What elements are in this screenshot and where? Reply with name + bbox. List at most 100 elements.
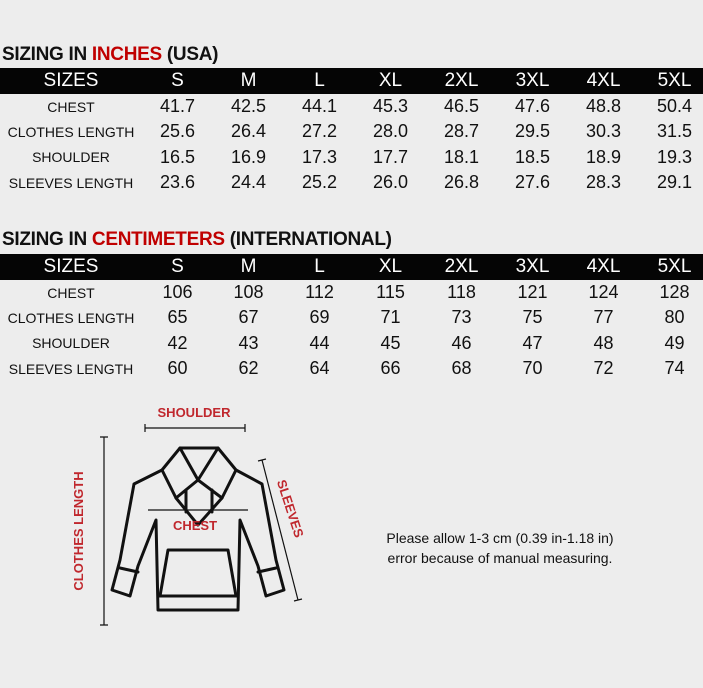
table-cell: 28.7: [443, 121, 480, 142]
title-suffix: (INTERNATIONAL): [224, 229, 392, 250]
size-header: S: [171, 256, 184, 277]
table-cell: 48.8: [585, 96, 622, 117]
table-cell: 67: [238, 307, 259, 328]
row-label: SHOULDER: [32, 149, 110, 166]
size-header: 4XL: [586, 256, 621, 277]
table-cell: 41.7: [159, 96, 196, 117]
table-cell: 42.5: [230, 96, 267, 117]
row-label: CHEST: [47, 284, 95, 301]
table-cell: 108: [233, 282, 264, 303]
table-row: CHEST 41.7 42.5 44.1 45.3 46.5 47.6 48.8 50.4: [0, 94, 703, 119]
table-header-row: SIZES S M L XL 2XL 3XL 4XL 5XL: [0, 68, 703, 94]
table-cell: 47: [522, 332, 543, 353]
title-highlight: INCHES: [91, 44, 162, 65]
table-cell: 70: [522, 358, 543, 379]
cm-title: SIZING IN CENTIMETERS (INTERNATIONAL): [2, 229, 392, 251]
table-cell: 27.6: [514, 172, 551, 193]
size-header: 2XL: [444, 256, 479, 277]
size-header: XL: [378, 70, 403, 91]
table-cell: 45.3: [372, 96, 409, 117]
sizes-header: SIZES: [43, 70, 99, 91]
table-cell: 42: [167, 332, 188, 353]
table-cell: 43: [238, 332, 259, 353]
table-cell: 17.7: [372, 146, 409, 167]
title-highlight: CENTIMETERS: [91, 229, 225, 250]
table-cell: 17.3: [301, 146, 338, 167]
chest-label: CHEST: [173, 518, 217, 533]
table-cell: 26.4: [230, 121, 267, 142]
size-header: 2XL: [444, 70, 479, 91]
table-row: SHOULDER 42 43 44 45 46 47 48 49: [0, 331, 703, 356]
table-cell: 44: [309, 332, 330, 353]
row-label: CLOTHES LENGTH: [7, 309, 135, 326]
table-cell: 46: [451, 332, 472, 353]
table-cell: 80: [664, 307, 685, 328]
inches-table: SIZES S M L XL 2XL 3XL 4XL 5XL CHEST 41.7 42.5 44.1 4…: [0, 68, 703, 195]
table-cell: 46.5: [443, 96, 480, 117]
sleeves-label: SLEEVES: [274, 478, 307, 540]
title-prefix: SIZING IN: [2, 229, 92, 250]
size-header: 5XL: [657, 70, 692, 91]
table-cell: 50.4: [656, 96, 693, 117]
table-cell: 128: [659, 282, 690, 303]
table-cell: 77: [593, 307, 614, 328]
table-cell: 29.5: [514, 121, 551, 142]
table-cell: 47.6: [514, 96, 551, 117]
table-cell: 49: [664, 332, 685, 353]
size-header: XL: [378, 256, 403, 277]
table-cell: 44.1: [301, 96, 338, 117]
table-cell: 19.3: [656, 146, 693, 167]
table-cell: 28.3: [585, 172, 622, 193]
table-cell: 45: [380, 332, 401, 353]
table-cell: 68: [451, 358, 472, 379]
table-cell: 26.8: [443, 172, 480, 193]
table-cell: 121: [517, 282, 548, 303]
table-header-row: SIZES S M L XL 2XL 3XL 4XL 5XL: [0, 254, 703, 280]
note-line-2: error because of manual measuring.: [387, 550, 613, 566]
size-header: 3XL: [515, 256, 550, 277]
title-prefix: SIZING IN: [2, 44, 92, 65]
table-row: SHOULDER 16.5 16.9 17.3 17.7 18.1 18.5 18.9 19.3: [0, 145, 703, 170]
table-cell: 71: [380, 307, 401, 328]
table-row: CLOTHES LENGTH 65 67 69 71 73 75 77 80: [0, 305, 703, 330]
table-cell: 112: [305, 282, 334, 303]
table-cell: 27.2: [301, 121, 338, 142]
size-header: 3XL: [515, 70, 550, 91]
table-cell: 69: [309, 307, 330, 328]
table-cell: 16.5: [159, 146, 196, 167]
row-label: SLEEVES LENGTH: [8, 174, 134, 191]
size-header: L: [314, 70, 325, 91]
table-cell: 30.3: [585, 121, 622, 142]
measure-lines: [100, 424, 303, 626]
table-cell: 16.9: [230, 146, 267, 167]
table-cell: 75: [522, 307, 543, 328]
table-cell: 72: [593, 358, 614, 379]
table-cell: 106: [162, 282, 193, 303]
table-cell: 25.2: [301, 172, 338, 193]
table-cell: 60: [167, 358, 188, 379]
measurement-note: Please allow 1-3 cm (0.39 in-1.18 in) er…: [350, 528, 650, 568]
table-cell: 115: [376, 282, 405, 303]
table-cell: 25.6: [159, 121, 196, 142]
table-cell: 26.0: [372, 172, 409, 193]
row-label: SLEEVES LENGTH: [8, 360, 134, 377]
size-header: L: [314, 256, 325, 277]
row-label: SHOULDER: [32, 335, 110, 352]
table-cell: 48: [593, 332, 614, 353]
size-header: M: [240, 70, 257, 91]
size-header: S: [171, 70, 184, 91]
table-row: SLEEVES LENGTH 23.6 24.4 25.2 26.0 26.8 27.6 28…: [0, 170, 703, 195]
clothes-length-label: CLOTHES LENGTH: [71, 471, 86, 590]
table-cell: 28.0: [372, 121, 409, 142]
table-cell: 64: [309, 358, 330, 379]
title-suffix: (USA): [161, 44, 219, 65]
table-cell: 31.5: [656, 121, 693, 142]
sizes-header: SIZES: [43, 256, 99, 277]
note-line-1: Please allow 1-3 cm (0.39 in-1.18 in): [386, 530, 614, 546]
table-cell: 66: [380, 358, 401, 379]
table-cell: 74: [664, 358, 685, 379]
table-cell: 23.6: [159, 172, 196, 193]
table-row: CLOTHES LENGTH 25.6 26.4 27.2 28.0 28.7 29.5 30…: [0, 119, 703, 144]
row-label: CLOTHES LENGTH: [7, 123, 135, 140]
